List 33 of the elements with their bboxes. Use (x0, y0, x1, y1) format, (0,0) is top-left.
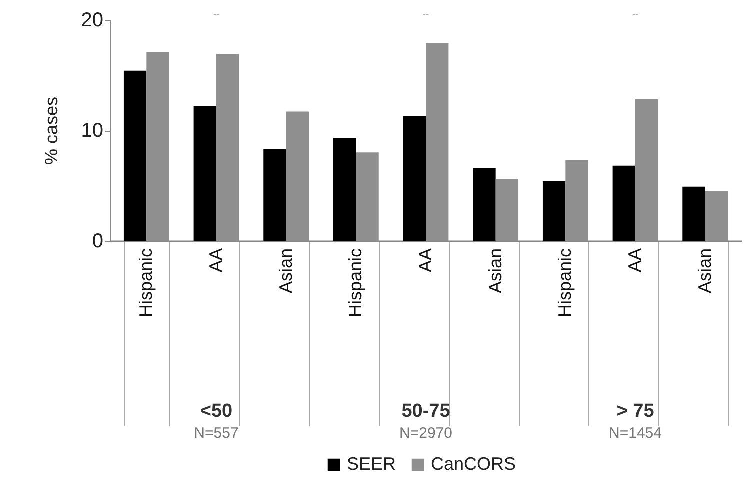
bar (124, 70, 147, 241)
text: <50 (200, 401, 233, 422)
bar (333, 138, 356, 241)
bar (473, 168, 496, 241)
x-tick-label: Asian (694, 248, 715, 294)
text: -- (213, 9, 220, 19)
text: N=1454 (609, 425, 662, 442)
text: > 75 (616, 401, 655, 422)
x-tick-label: Hispanic (346, 248, 366, 318)
legend-label: SEER (347, 454, 396, 474)
bar (612, 166, 636, 241)
legend-label: CanCORS (431, 454, 516, 474)
x-tick-label: Asian (485, 248, 506, 294)
text: N=2970 (400, 425, 452, 442)
y-tick-label: 20 (81, 10, 104, 32)
x-tick-label: AA (206, 248, 226, 273)
bar (682, 186, 706, 241)
text: N=557 (194, 425, 239, 442)
y-tick-label: 10 (81, 120, 104, 142)
text: -- (423, 9, 429, 19)
x-tick-label: Hispanic (555, 248, 576, 318)
x-tick-label: Asian (276, 248, 296, 294)
bar (194, 106, 216, 241)
bar (403, 116, 426, 241)
y-axis-title: % cases (41, 96, 62, 166)
bar (264, 149, 286, 241)
x-tick-label: AA (625, 248, 646, 273)
y-tick-label: 0 (92, 230, 104, 252)
text: 50-75 (402, 401, 451, 422)
x-tick-label: AA (416, 248, 436, 273)
x-tick-label: Hispanic (136, 248, 156, 318)
bar (542, 181, 566, 241)
text: -- (632, 9, 639, 19)
